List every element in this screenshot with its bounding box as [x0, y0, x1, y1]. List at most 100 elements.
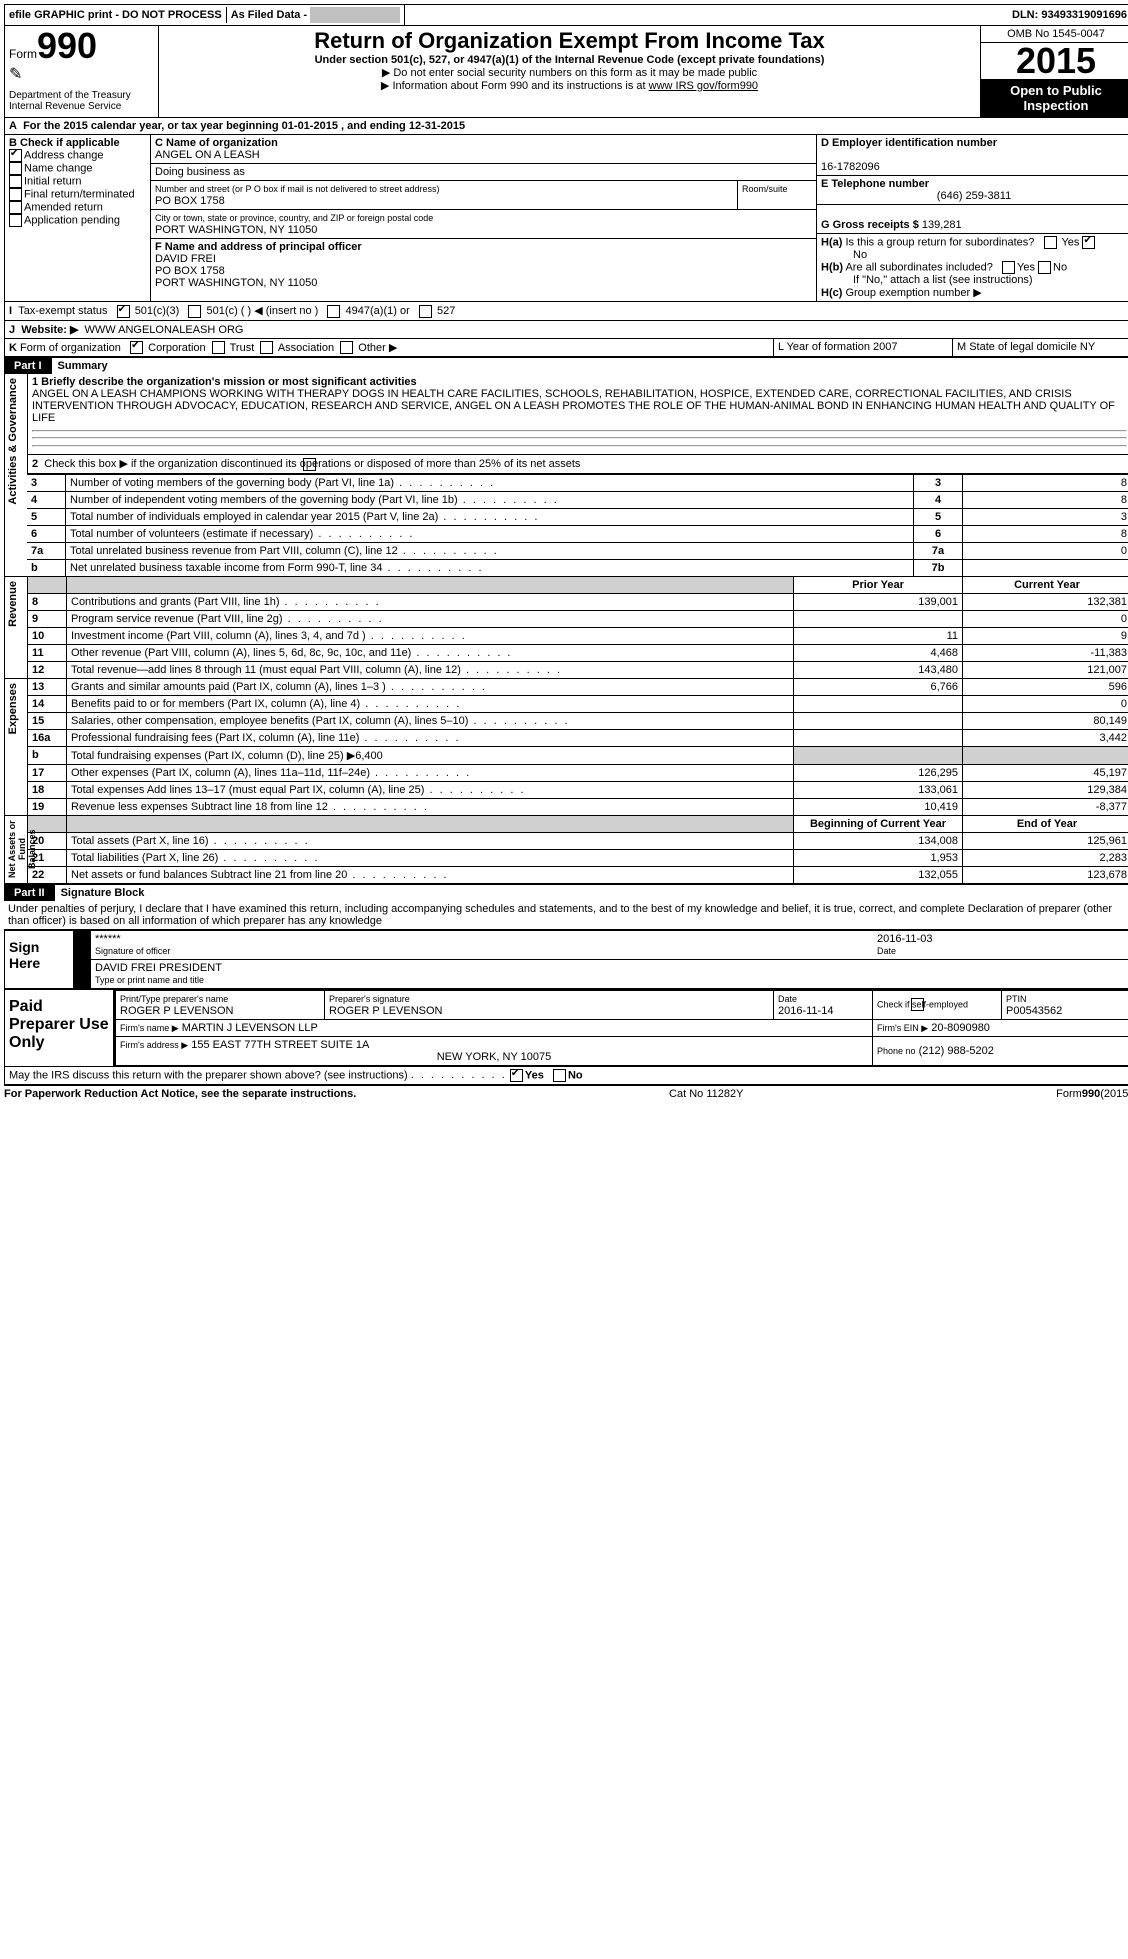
section-c-f: C Name of organization ANGEL ON A LEASH … — [151, 135, 817, 302]
firm-ein: 20-8090980 — [931, 1022, 990, 1034]
table-row: 17Other expenses (Part IX, column (A), l… — [28, 764, 1128, 781]
asfiled-input[interactable] — [310, 7, 400, 23]
table-row: 11Other revenue (Part VIII, column (A), … — [28, 644, 1128, 661]
discuss-yes: Yes — [525, 1069, 544, 1081]
row-text: Contributions and grants (Part VIII, lin… — [67, 593, 794, 610]
k-opt-2: Association — [278, 342, 334, 354]
row-text: Number of voting members of the governin… — [66, 474, 914, 491]
k-cb-3[interactable] — [340, 341, 353, 354]
sign-here-label: Sign Here — [5, 931, 75, 988]
name-title-label: Type or print name and title — [95, 975, 204, 985]
h-c-text: Group exemption number ▶ — [845, 287, 981, 299]
c-room: Room/suite — [738, 181, 817, 210]
city-label: City or town, state or province, country… — [155, 213, 433, 223]
ha-no-cb[interactable] — [1082, 236, 1095, 249]
section-f: F Name and address of principal officer … — [151, 239, 817, 302]
i-cb-0[interactable] — [117, 305, 130, 318]
row-text: Total revenue—add lines 8 through 11 (mu… — [67, 661, 794, 678]
row-curr: 0 — [963, 610, 1128, 627]
k-cb-2[interactable] — [260, 341, 273, 354]
p1-table-a: 3 Number of voting members of the governi… — [27, 474, 1128, 577]
ptin: P00543562 — [1006, 1005, 1062, 1017]
row-prior: 4,468 — [794, 644, 963, 661]
row-text: Benefits paid to or for members (Part IX… — [67, 695, 794, 712]
row-curr — [963, 746, 1128, 764]
row-num: 4 — [27, 491, 66, 508]
hb-yes-cb[interactable] — [1002, 261, 1015, 274]
self-emp-cb[interactable] — [911, 998, 924, 1011]
row-val: 8 — [963, 491, 1128, 508]
table-row: 20Total assets (Part X, line 16)134,0081… — [28, 832, 1128, 849]
i-cb-2[interactable] — [327, 305, 340, 318]
h-b-text: Are all subordinates included? — [845, 261, 992, 273]
section-g: G Gross receipts $ 139,281 — [817, 205, 1128, 234]
b-opt-3[interactable]: Final return/terminated — [9, 188, 146, 201]
entity-block: B Check if applicable Address change Nam… — [4, 135, 1128, 302]
addr-label: Number and street (or P O box if mail is… — [155, 184, 439, 194]
part2-title: Signature Block — [55, 885, 151, 901]
row-text: Grants and similar amounts paid (Part IX… — [67, 679, 794, 696]
discuss-row: May the IRS discuss this return with the… — [4, 1067, 1128, 1085]
date-label: Date — [877, 946, 896, 956]
row-curr: 9 — [963, 627, 1128, 644]
b-opt-5[interactable]: Application pending — [9, 214, 146, 227]
k-opt-0: Corporation — [148, 342, 205, 354]
ha-yes: Yes — [1061, 236, 1079, 248]
row-prior — [794, 729, 963, 746]
row-curr: 2,283 — [963, 849, 1128, 866]
part1-body: Activities & Governance 1 Briefly descri… — [4, 374, 1128, 577]
side-exp-text: Expenses — [5, 679, 21, 738]
k-cb-1[interactable] — [212, 341, 225, 354]
ha-yes-cb[interactable] — [1044, 236, 1057, 249]
row-num: 17 — [28, 764, 67, 781]
b-opt-2[interactable]: Initial return — [9, 175, 146, 188]
prep-name-label: Print/Type preparer's name — [120, 994, 228, 1004]
row-num: 5 — [27, 508, 66, 525]
discuss-no-cb[interactable] — [553, 1069, 566, 1082]
table-row: 14Benefits paid to or for members (Part … — [28, 695, 1128, 712]
hdr-prior: Prior Year — [794, 577, 963, 594]
h-c: H(c) Group exemption number ▶ — [821, 286, 1127, 299]
firm-ein-cell: Firm's EIN ▶ 20-8090980 — [873, 1019, 1128, 1036]
table-row: 4Number of independent voting members of… — [27, 491, 1128, 508]
b-opt-4-text: Amended return — [24, 201, 103, 213]
b-opt-1[interactable]: Name change — [9, 162, 146, 175]
row-val: 3 — [963, 508, 1128, 525]
self-emp-cell: Check if self-employed — [873, 990, 1002, 1019]
row-num: 16a — [28, 729, 67, 746]
row-curr: 121,007 — [963, 661, 1128, 678]
ein: 16-1782096 — [821, 161, 880, 173]
irs-link[interactable]: www IRS gov/form990 — [649, 80, 758, 92]
ptin-label: PTIN — [1006, 994, 1027, 1004]
row-prior — [794, 695, 963, 712]
form-header: Form990 ✎ Department of the Treasury Int… — [4, 26, 1128, 118]
firm-name: MARTIN J LEVENSON LLP — [182, 1022, 318, 1034]
part1-title: Summary — [52, 358, 114, 374]
expenses-table: 13Grants and similar amounts paid (Part … — [27, 679, 1128, 816]
sig-date: 2016-11-03 — [877, 933, 932, 945]
revenue-block: Revenue Prior Year Current Year 8Contrib… — [4, 577, 1128, 679]
section-d: D Employer identification number 16-1782… — [817, 135, 1128, 176]
b-opt-0[interactable]: Address change — [9, 149, 146, 162]
hb-no-cb[interactable] — [1038, 261, 1051, 274]
p1-l2-cb[interactable] — [303, 458, 316, 471]
row-curr: 596 — [963, 679, 1128, 696]
section-e: E Telephone number (646) 259-3811 — [817, 176, 1128, 205]
i-cb-3[interactable] — [419, 305, 432, 318]
table-row: 5Total number of individuals employed in… — [27, 508, 1128, 525]
row-prior: 10,419 — [794, 798, 963, 815]
table-row: 16aProfessional fundraising fees (Part I… — [28, 729, 1128, 746]
k-cb-0[interactable] — [130, 341, 143, 354]
prep-name: ROGER P LEVENSON — [120, 1005, 234, 1017]
table-row: 8Contributions and grants (Part VIII, li… — [28, 593, 1128, 610]
b-opt-0-text: Address change — [24, 149, 104, 161]
section-b: B Check if applicable Address change Nam… — [4, 135, 151, 302]
netassets-block: Net Assets or Fund Balances Beginning of… — [4, 816, 1128, 884]
i-opt-3: 527 — [437, 305, 455, 317]
sig-stars: ****** — [95, 933, 121, 945]
i-cb-1[interactable] — [188, 305, 201, 318]
b-opt-4[interactable]: Amended return — [9, 201, 146, 214]
prep-date: 2016-11-14 — [778, 1005, 833, 1017]
discuss-yes-cb[interactable] — [510, 1069, 523, 1082]
prep-name-cell: Print/Type preparer's name ROGER P LEVEN… — [116, 990, 325, 1019]
